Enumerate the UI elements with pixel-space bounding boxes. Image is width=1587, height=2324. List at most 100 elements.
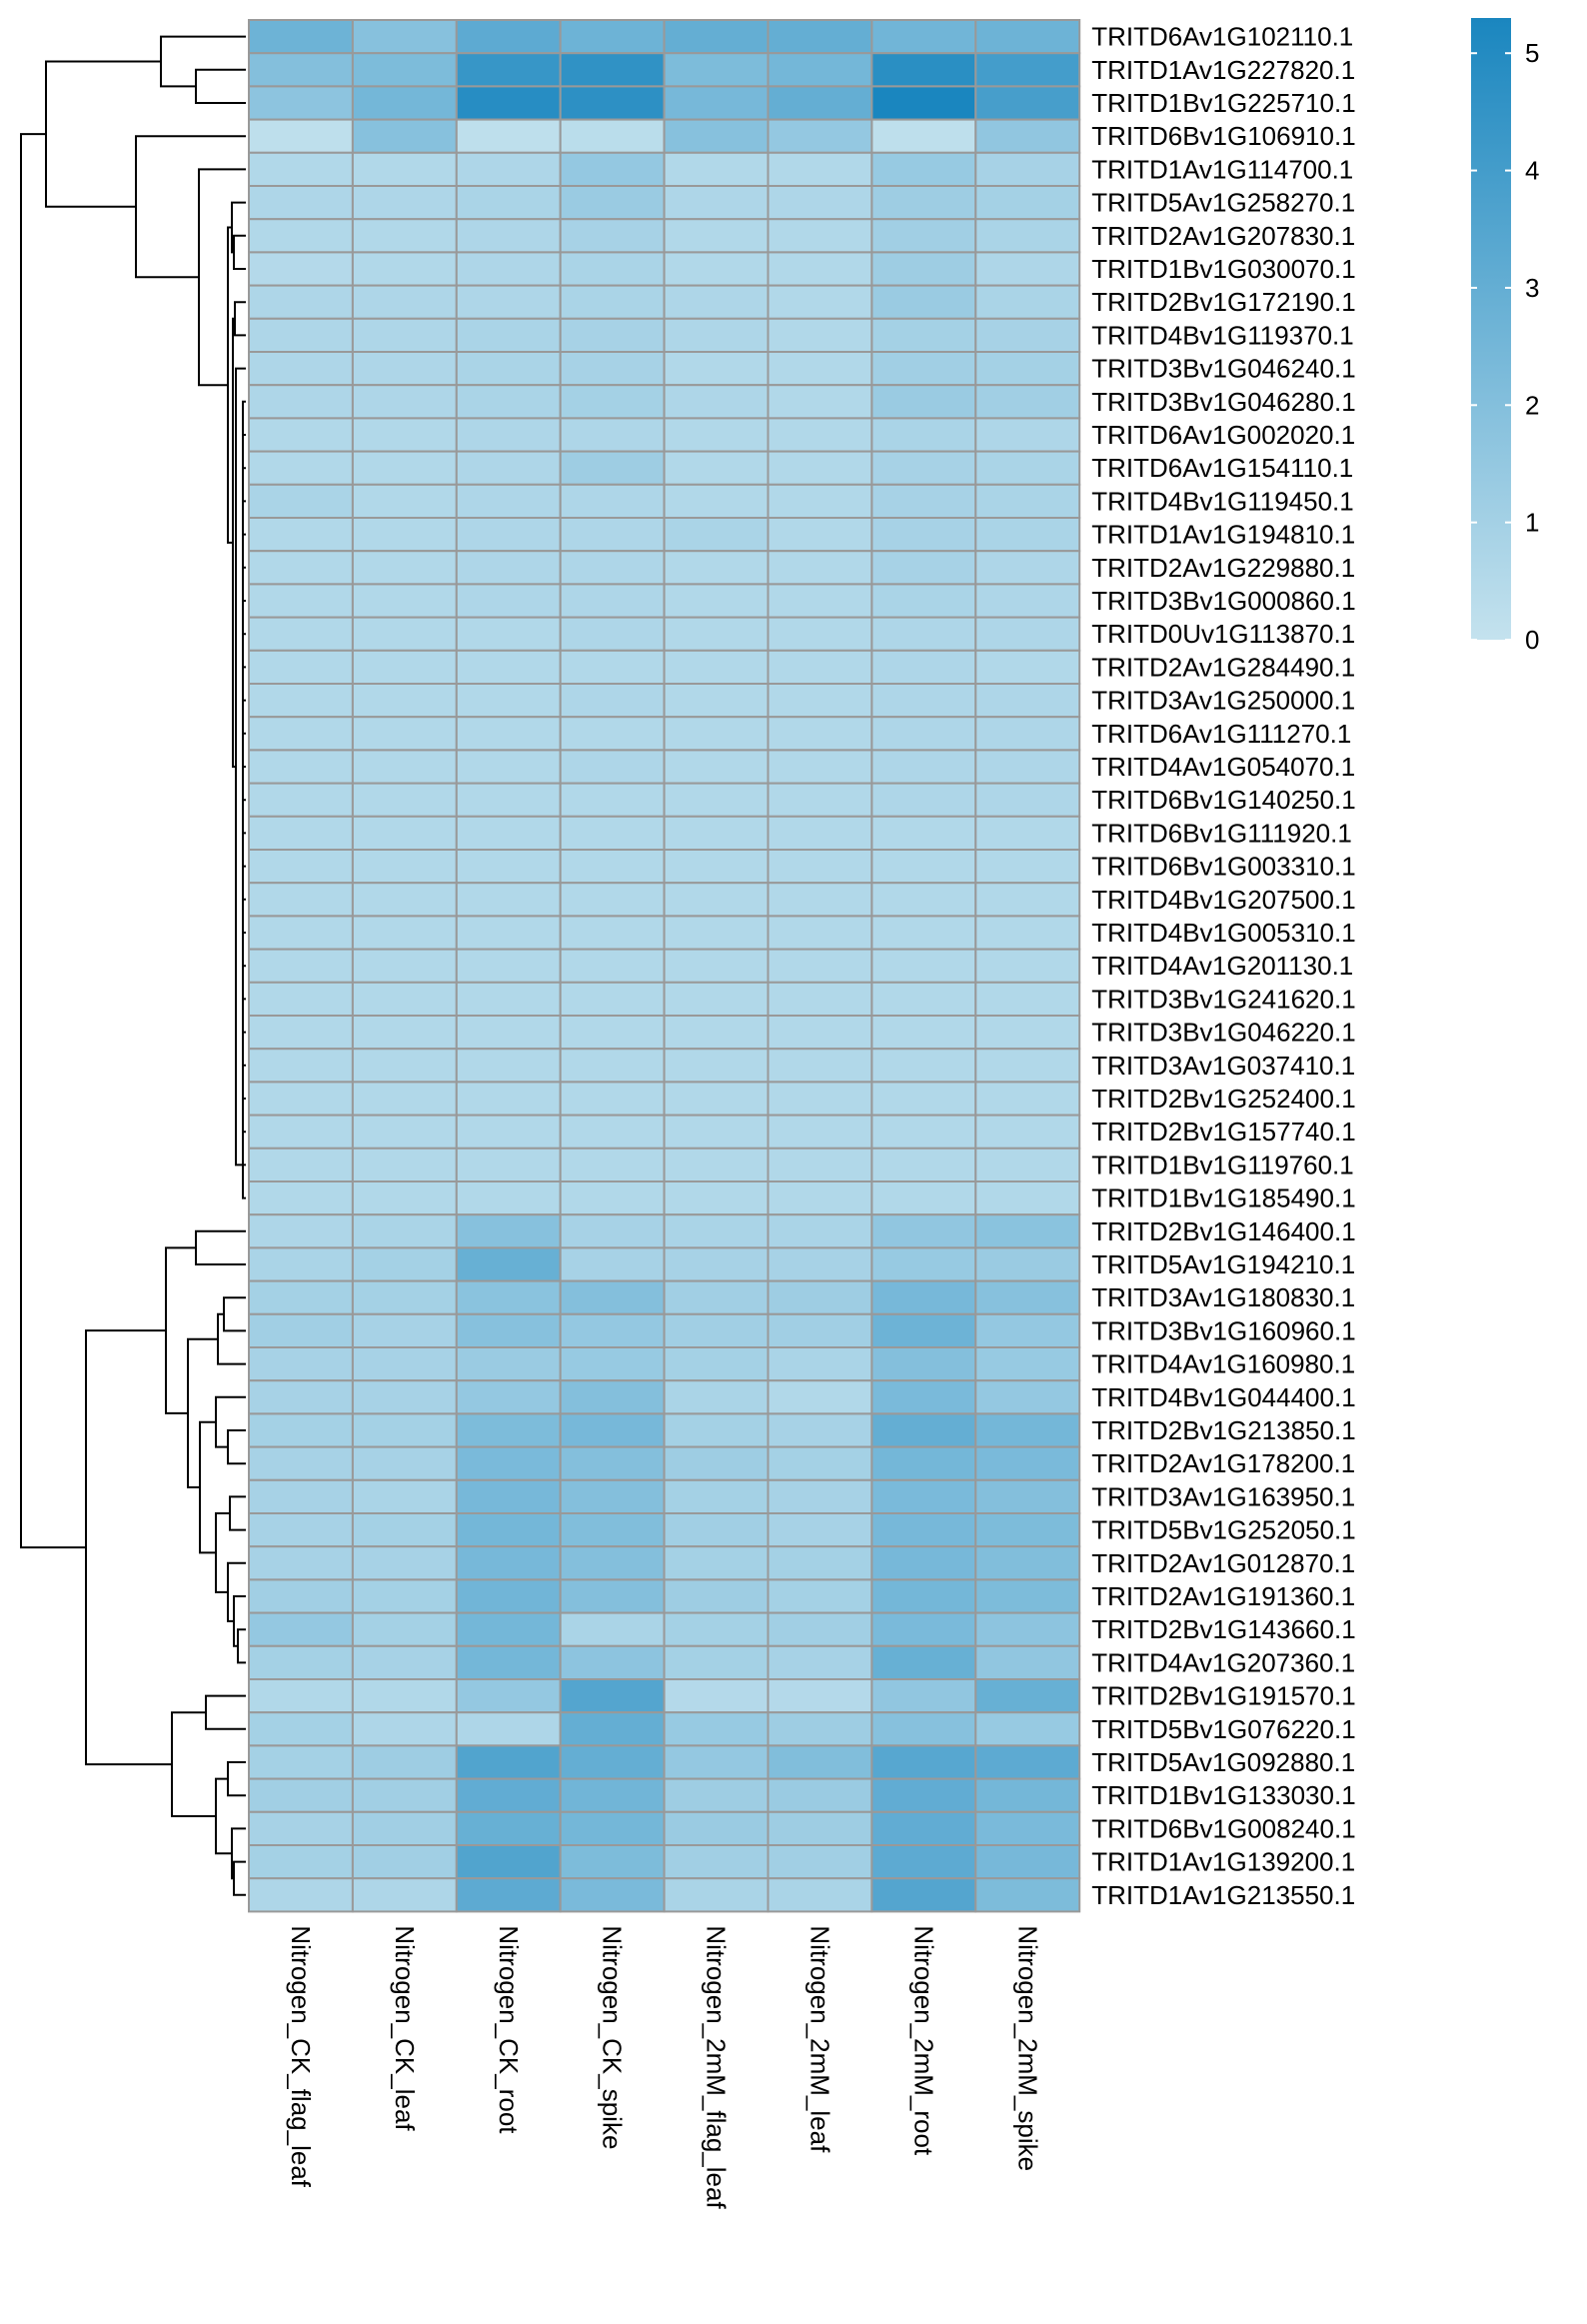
heatmap-cell	[663, 1578, 770, 1614]
heatmap-cell	[559, 384, 666, 420]
heatmap-cell	[559, 749, 666, 785]
heatmap-cell	[559, 450, 666, 486]
heatmap-cell	[248, 1445, 354, 1481]
dendrogram-branch	[171, 1711, 216, 1817]
heatmap-cell	[351, 85, 458, 121]
row-label: TRITD0Uv1G113870.1	[1091, 619, 1355, 649]
heatmap-cell	[351, 284, 458, 320]
heatmap-cell	[663, 384, 770, 420]
heatmap-cell	[870, 1213, 977, 1249]
row-label: TRITD6Bv1G008240.1	[1091, 1813, 1355, 1843]
heatmap-cell	[767, 218, 873, 254]
heatmap-cell	[248, 1015, 354, 1051]
heatmap-cell	[870, 317, 977, 353]
heatmap-cell	[663, 1412, 770, 1448]
row-label: TRITD1Bv1G133030.1	[1091, 1780, 1355, 1810]
row-label: TRITD5Bv1G252050.1	[1091, 1515, 1355, 1545]
heatmap-cell	[870, 1478, 977, 1515]
dendrogram-branch	[233, 234, 246, 270]
heatmap-cell	[870, 882, 977, 918]
heatmap-cell	[767, 1744, 873, 1780]
row-label: TRITD3Av1G180830.1	[1091, 1282, 1355, 1312]
heatmap-cell	[663, 1512, 770, 1548]
heatmap-cell	[767, 882, 873, 918]
row-label: TRITD3Bv1G046240.1	[1091, 354, 1355, 384]
heatmap-cell	[248, 284, 354, 320]
heatmap-cell	[870, 517, 977, 553]
heatmap-cell	[663, 218, 770, 254]
heatmap-cell	[663, 915, 770, 951]
heatmap-cell	[559, 849, 666, 885]
heatmap-cell	[974, 1545, 1081, 1581]
row-label: TRITD6Bv1G003310.1	[1091, 852, 1355, 882]
heatmap-cell	[767, 1478, 873, 1515]
heatmap-cell	[559, 1015, 666, 1051]
heatmap-cell	[767, 1445, 873, 1481]
row-label: TRITD2Bv1G172190.1	[1091, 287, 1355, 317]
heatmap-cell	[559, 1412, 666, 1448]
heatmap-cell	[974, 1777, 1081, 1813]
heatmap-cell	[559, 1877, 666, 1913]
heatmap-cell	[455, 317, 562, 353]
heatmap-cell	[455, 1114, 562, 1150]
legend-tick-label: 2	[1525, 390, 1539, 420]
heatmap-cell	[455, 1015, 562, 1051]
heatmap-cell	[559, 85, 666, 121]
heatmap-cell	[663, 1048, 770, 1084]
heatmap-cell	[870, 1312, 977, 1349]
heatmap-cell	[559, 1180, 666, 1216]
heatmap-cell	[559, 583, 666, 619]
heatmap-cell	[559, 1445, 666, 1481]
heatmap-cell	[870, 118, 977, 154]
heatmap-cell	[559, 1611, 666, 1647]
dendrogram-branch	[227, 1561, 246, 1622]
row-label: TRITD4Av1G201130.1	[1091, 951, 1353, 981]
heatmap-cell	[559, 616, 666, 652]
heatmap-cell	[351, 1844, 458, 1880]
column-label: Nitrogen_CK_leaf	[390, 1925, 420, 2131]
heatmap-cell	[663, 550, 770, 586]
heatmap-cell	[974, 1844, 1081, 1880]
heatmap-cell	[248, 1644, 354, 1681]
heatmap-cell	[767, 1877, 873, 1913]
heatmap-cell	[663, 483, 770, 519]
heatmap-cell	[974, 683, 1081, 719]
heatmap-cell	[351, 483, 458, 519]
heatmap-cell	[248, 1711, 354, 1747]
heatmap-cell	[248, 85, 354, 121]
heatmap-cell	[663, 849, 770, 885]
heatmap-cell	[767, 1578, 873, 1614]
dendrogram-branch	[195, 68, 246, 104]
heatmap-cell	[455, 1545, 562, 1581]
heatmap-cell	[248, 185, 354, 221]
heatmap-cell	[870, 1180, 977, 1216]
heatmap-cell	[455, 185, 562, 221]
heatmap-cell	[974, 1611, 1081, 1647]
heatmap-cell	[974, 1512, 1081, 1548]
heatmap-cell	[559, 317, 666, 353]
heatmap-cell	[455, 1180, 562, 1216]
heatmap-cell	[767, 1114, 873, 1150]
heatmap-cell	[870, 815, 977, 851]
heatmap-cell	[351, 683, 458, 719]
heatmap-cell	[455, 649, 562, 685]
heatmap-cell	[455, 1711, 562, 1747]
heatmap-cell	[767, 550, 873, 586]
heatmap-cell	[663, 1644, 770, 1681]
heatmap-cell	[870, 450, 977, 486]
row-label: TRITD1Av1G227820.1	[1091, 55, 1355, 85]
heatmap-cell	[767, 19, 873, 55]
heatmap-cell	[767, 85, 873, 121]
row-label: TRITD6Av1G111270.1	[1091, 719, 1351, 749]
heatmap-cell	[974, 616, 1081, 652]
column-label: Nitrogen_CK_spike	[598, 1925, 628, 2149]
heatmap-cell	[870, 1346, 977, 1382]
heatmap-cell	[455, 251, 562, 287]
heatmap-cell	[455, 19, 562, 55]
heatmap-cell	[351, 251, 458, 287]
heatmap-cell	[455, 849, 562, 885]
heatmap-cell	[351, 1545, 458, 1581]
row-label: TRITD3Bv1G000860.1	[1091, 586, 1355, 616]
row-label: TRITD2Bv1G191570.1	[1091, 1681, 1355, 1711]
heatmap-cell	[974, 1279, 1081, 1315]
